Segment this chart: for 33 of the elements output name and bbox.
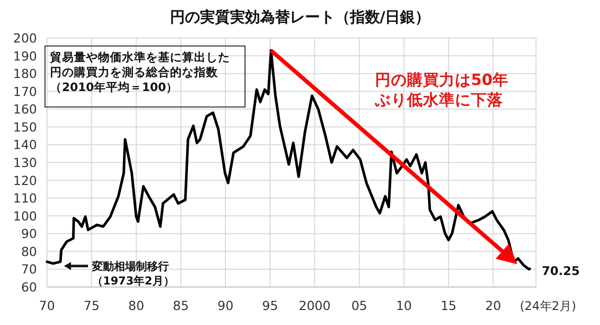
chart-title: 円の実質実効為替レート（指数/日銀） [170,8,430,26]
x-tick-label: 2000 [298,298,331,313]
annotation: 貿易量や物価水準を基に算出した円の購買力を測る総合的な指数（2010年平均＝100） [49,50,230,94]
y-tick-label: 80 [21,244,38,259]
annotation: 変動相場制移行（1973年2月） [91,260,174,288]
line-series [46,49,532,271]
x-tick-label: 20 [485,298,502,313]
x-tick-label: 70 [39,298,55,313]
y-tick-label: 100 [13,208,38,224]
y-tick-label: 90 [21,226,38,242]
x-tick-label: 05 [351,298,368,313]
y-tick-label: 120 [13,172,38,188]
y-tick-label: 150 [13,119,38,134]
x-tick-label: 15 [440,298,457,313]
y-tick-label: 70 [21,262,38,277]
x-tick-label: 80 [128,298,144,313]
x-tick-label: 95 [262,298,278,313]
text: (24年2月) [520,299,576,313]
y-tick-label: 140 [13,137,38,152]
annotation: 円の購買力は50年ぶり低水準に下落 [374,71,509,110]
annotation: 70.25 [542,264,580,278]
y-tick-label: 200 [13,30,38,46]
x-tick-label: 10 [396,298,412,313]
y-tick-label: 170 [13,84,38,99]
y-tick-label: 190 [13,48,38,64]
x-tick-label: 90 [218,298,234,313]
y-tick-label: 60 [21,280,38,294]
x-tick-label: 75 [84,298,100,313]
y-tick-label: 160 [13,102,38,117]
y-tick-label: 130 [13,155,38,170]
y-tick-label: 180 [13,66,38,82]
x-tick-label: 85 [172,298,189,313]
y-tick-label: 110 [13,190,38,206]
